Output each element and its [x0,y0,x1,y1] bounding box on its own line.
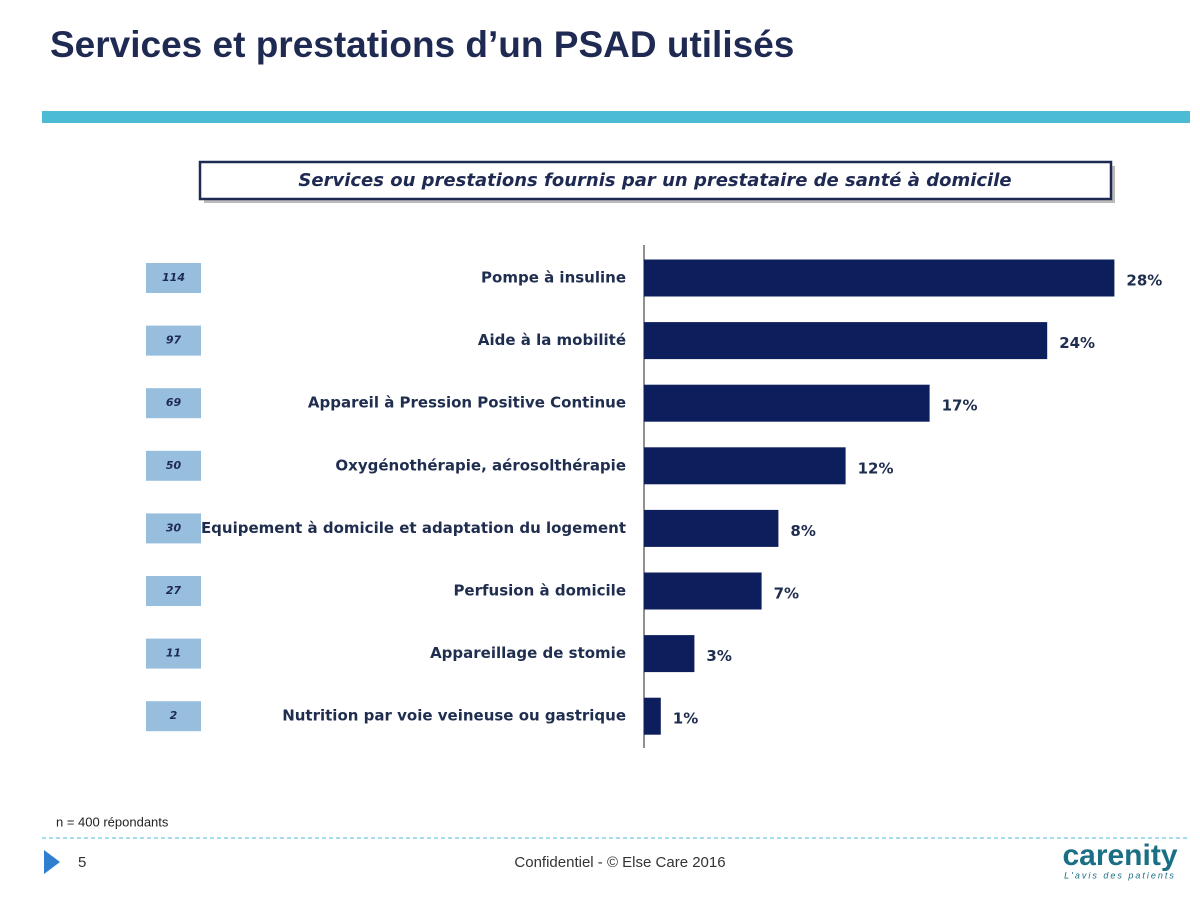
count-box [146,513,201,544]
value-label: 7% [774,585,799,603]
category-label: Pompe à insuline [481,269,626,287]
count-label: 11 [166,647,181,660]
value-label: 12% [858,459,894,477]
count-label: 97 [166,334,182,347]
value-label: 28% [1126,272,1162,290]
bar [644,384,930,422]
page-number: 5 [78,854,86,871]
category-label: Appareil à Pression Positive Continue [308,394,626,412]
bar [644,447,846,485]
category-label: Equipement à domicile et adaptation du l… [201,519,626,537]
footer-arrow [44,850,60,874]
count-label: 30 [166,521,182,534]
footer-text: Confidentiel - © Else Care 2016 [514,854,725,871]
subtitle-box [198,160,1113,201]
value-label: 17% [942,397,978,415]
slide-title: Services et prestations d’un PSAD utilis… [50,24,794,65]
value-label: 1% [673,710,698,728]
category-label: Nutrition par voie veineuse ou gastrique [282,707,626,725]
count-label: 50 [166,459,182,472]
value-label: 3% [706,647,731,665]
category-label: Oxygénothérapie, aérosolthérapie [335,456,626,474]
count-label: 69 [166,396,182,409]
bar [644,697,661,735]
count-box [146,263,201,293]
count-label: 27 [166,584,182,597]
bar [644,509,779,547]
bar [644,572,762,610]
count-label: 114 [162,271,185,284]
value-label: 24% [1059,334,1095,352]
category-label: Aide à la mobilité [478,331,626,349]
count-box [146,450,201,481]
logo-tagline: L'avis des patients [1064,870,1176,880]
count-box [146,388,201,419]
bar [644,635,695,673]
count-label: 2 [170,709,178,722]
bar [644,322,1048,360]
count-box [146,576,201,606]
category-label: Perfusion à domicile [453,582,626,600]
logo: carenity [1062,839,1177,872]
category-label: Appareillage de stomie [430,644,626,662]
count-box [146,638,201,669]
count-box [146,701,201,732]
chart-title: Services ou prestations fournis par un p… [298,170,1011,191]
bar [644,259,1115,297]
count-box [146,325,201,356]
note: n = 400 répondants [56,814,169,829]
header-rule [42,111,1190,123]
value-label: 8% [790,522,815,540]
